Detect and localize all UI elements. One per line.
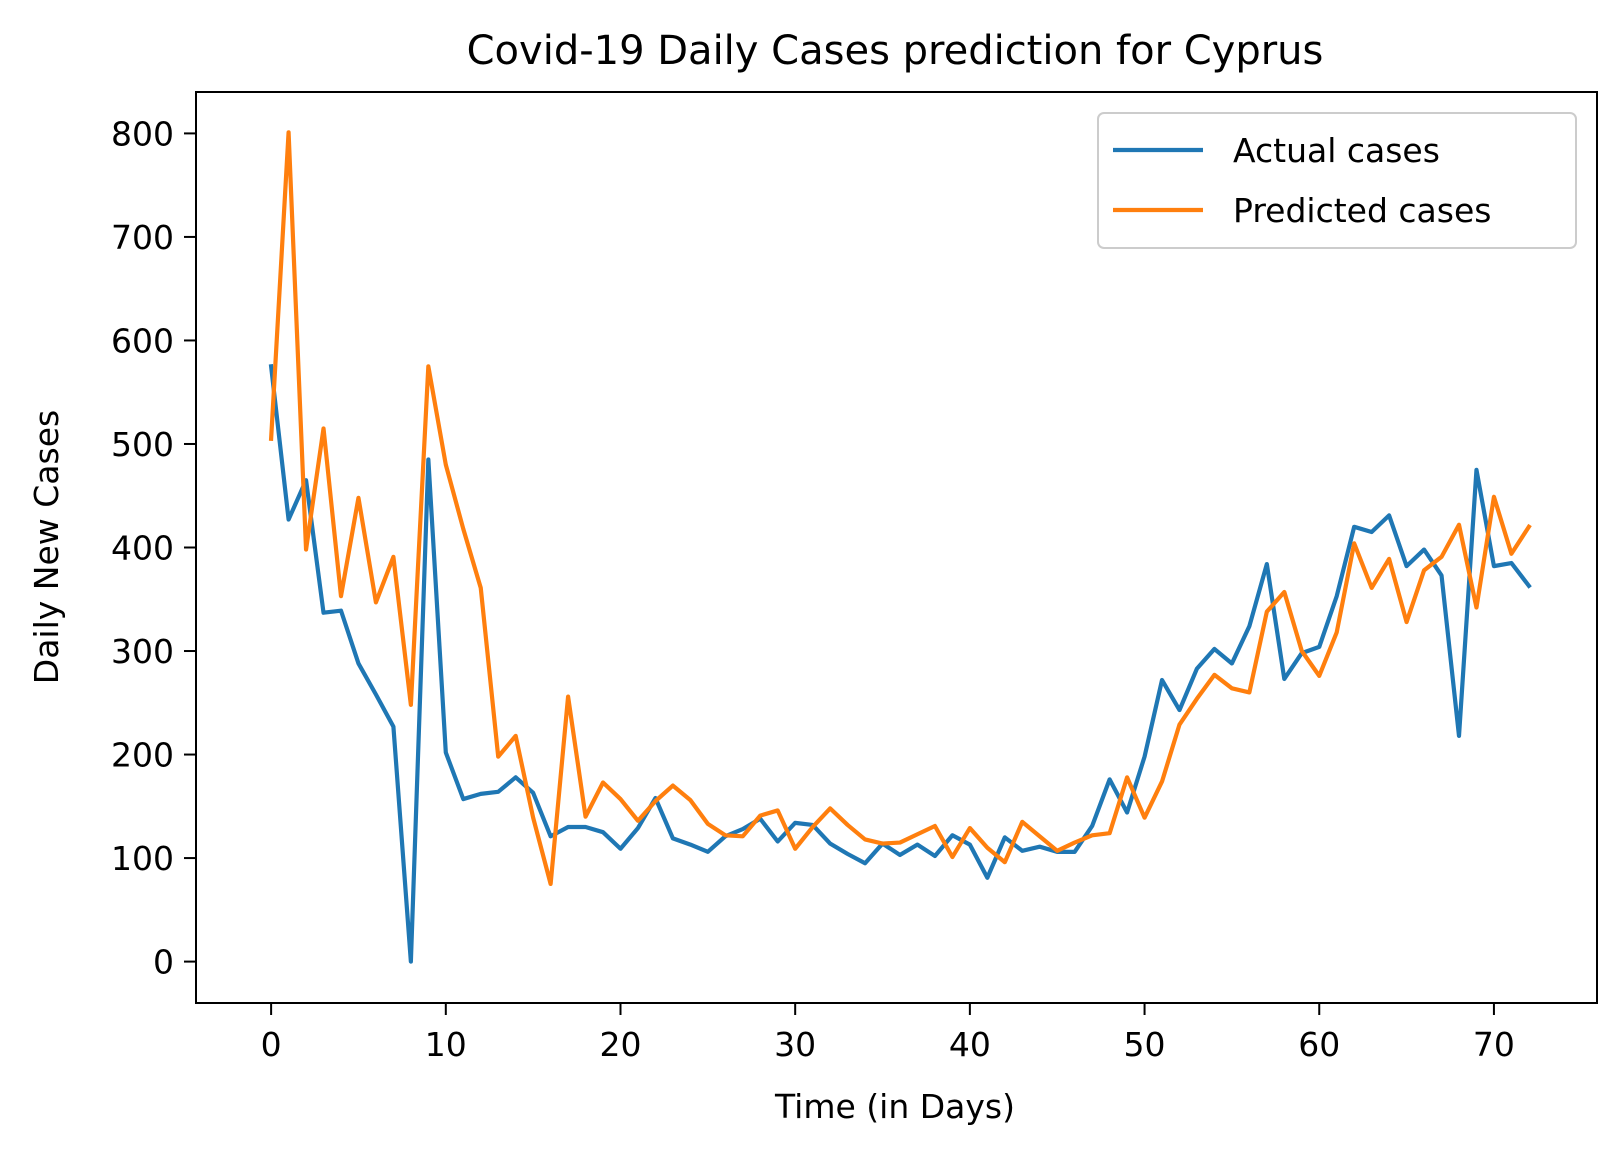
y-axis-label: Daily New Cases — [27, 410, 66, 684]
x-tick-label: 0 — [261, 1025, 282, 1064]
x-tick-label: 70 — [1473, 1025, 1515, 1064]
series-line-predicted — [268, 130, 1532, 887]
legend-box — [1097, 112, 1577, 249]
x-tick-label: 20 — [599, 1025, 641, 1064]
y-tick-label: 600 — [111, 321, 174, 360]
x-tick-label: 10 — [425, 1025, 467, 1064]
y-tick-label: 800 — [111, 114, 174, 153]
y-tick-label: 200 — [111, 736, 174, 775]
plot-lines — [268, 130, 1532, 964]
legend: Actual cases Predicted cases — [1097, 112, 1577, 249]
x-tick-label: 60 — [1298, 1025, 1340, 1064]
series-line-actual — [268, 364, 1532, 964]
x-axis: 0 10 20 30 40 50 60 70 — [261, 1003, 1515, 1064]
y-tick-label: 300 — [111, 632, 174, 671]
y-tick-label: 700 — [111, 218, 174, 257]
x-tick-label: 50 — [1124, 1025, 1166, 1064]
legend-label: Predicted cases — [1233, 191, 1491, 230]
y-axis: 0 100 200 300 400 500 600 700 800 — [111, 114, 196, 982]
chart-title: Covid-19 Daily Cases prediction for Cypr… — [467, 28, 1324, 74]
x-tick-label: 40 — [949, 1025, 991, 1064]
y-tick-label: 0 — [153, 943, 174, 982]
y-tick-label: 100 — [111, 839, 174, 878]
legend-label: Actual cases — [1233, 131, 1440, 170]
x-tick-label: 30 — [774, 1025, 816, 1064]
x-axis-label: Time (in Days) — [774, 1087, 1015, 1126]
y-tick-label: 500 — [111, 425, 174, 464]
y-tick-label: 400 — [111, 529, 174, 568]
